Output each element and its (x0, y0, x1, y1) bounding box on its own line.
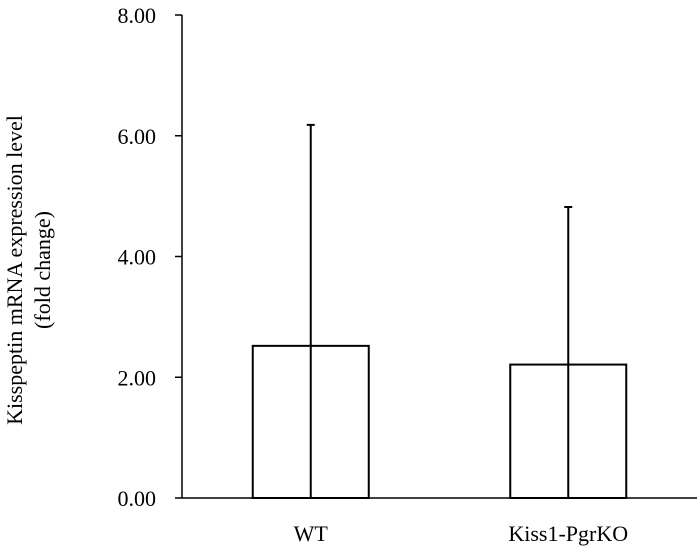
y-tick-label: 2.00 (118, 365, 157, 390)
x-category-label: WT (294, 521, 329, 546)
y-axis-title-line1: Kisspeptin mRNA expression level (2, 115, 27, 425)
y-tick-label: 8.00 (118, 3, 157, 28)
y-tick-label: 6.00 (118, 124, 157, 149)
y-axis-title-line2: (fold change) (30, 211, 55, 329)
y-axis-title: Kisspeptin mRNA expression level (fold c… (2, 115, 55, 425)
y-tick-label: 4.00 (118, 245, 157, 270)
x-category-label: Kiss1-PgrKO (508, 521, 628, 546)
y-tick-label: 0.00 (118, 486, 157, 511)
